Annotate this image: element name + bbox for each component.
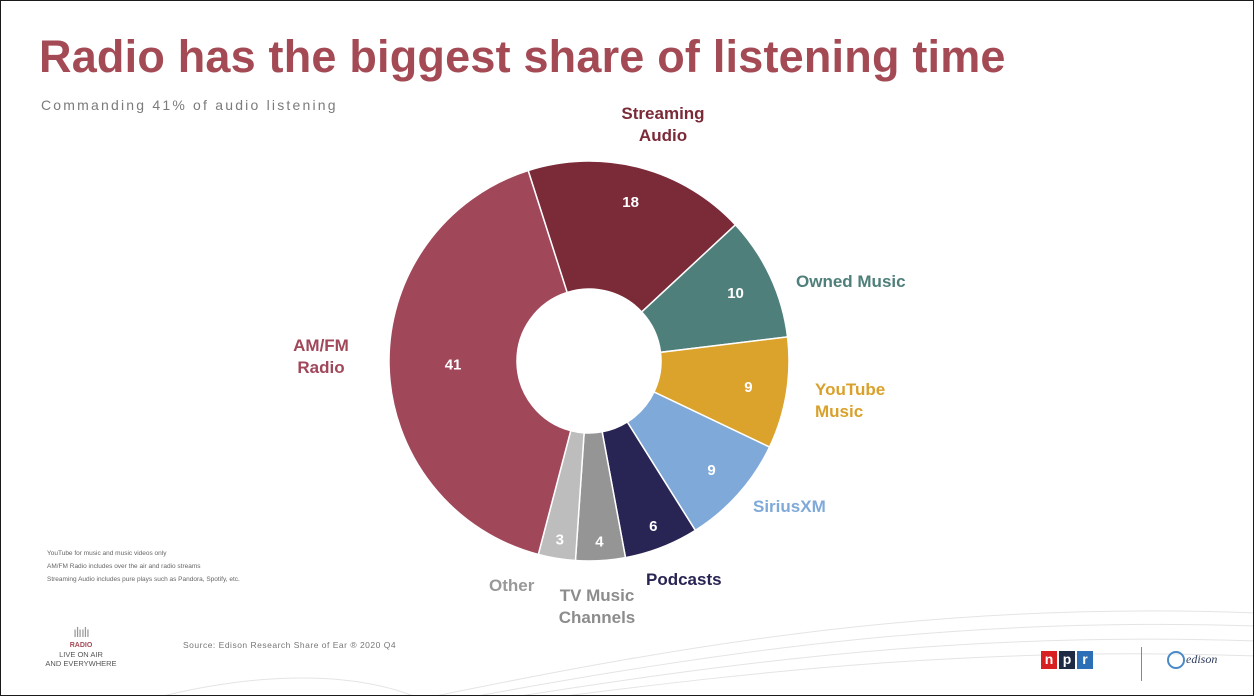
footnotes: YouTube for music and music videos only … [47, 547, 240, 586]
edison-ring-icon [1167, 651, 1185, 669]
page-subtitle: Commanding 41% of audio listening [41, 97, 338, 113]
radio-logo-line: AND EVERYWHERE [45, 659, 117, 668]
category-label: YouTube Music [815, 380, 885, 421]
data-label: 4 [595, 533, 604, 550]
npr-letter: p [1059, 651, 1075, 669]
category-label: AM/FM Radio [293, 336, 349, 377]
background-swoosh [165, 610, 1253, 695]
page-title: Radio has the biggest share of listening… [39, 31, 1006, 82]
data-label: 9 [707, 462, 715, 479]
chart-slices [388, 160, 790, 562]
data-label: 6 [649, 518, 657, 535]
slice-am-fm-radio [388, 169, 572, 556]
npr-logo: n p r [1041, 651, 1093, 669]
radio-logo-line: RADIO [69, 642, 93, 649]
category-label: Owned Music [796, 272, 906, 291]
data-label: 18 [622, 194, 639, 211]
edison-label: edison [1186, 651, 1218, 666]
data-label: 3 [556, 531, 564, 548]
radio-logo-line: LIVE ON AIR [59, 650, 103, 659]
category-label: Podcasts [646, 570, 722, 589]
source-note: Source: Edison Research Share of Ear ® 2… [183, 640, 397, 650]
waveform-icon: ılıılı [73, 624, 90, 640]
chart-labels: 18 Streaming Audio 10 Owned Music 9 YouTube Mus… [293, 104, 905, 627]
category-label: Other [489, 576, 535, 595]
npr-letter: n [1041, 651, 1057, 669]
category-label: TV Music Channels [559, 586, 636, 627]
logo-divider [1141, 647, 1142, 681]
footnote: AM/FM Radio includes over the air and ra… [47, 563, 201, 570]
edison-logo: edison [1167, 651, 1217, 669]
footnote: Streaming Audio includes pure plays such… [47, 576, 240, 583]
category-label: SiriusXM [753, 497, 826, 516]
npr-letter: r [1077, 651, 1093, 669]
data-label: 41 [445, 357, 462, 374]
data-label: 9 [744, 379, 752, 396]
slice-streaming-audio [527, 160, 737, 314]
footnote: YouTube for music and music videos only [47, 550, 167, 557]
data-label: 10 [727, 285, 744, 302]
radio-logo: ılıılı RADIO LIVE ON AIR AND EVERYWHERE [21, 623, 141, 668]
category-label: Streaming Audio [621, 104, 704, 145]
